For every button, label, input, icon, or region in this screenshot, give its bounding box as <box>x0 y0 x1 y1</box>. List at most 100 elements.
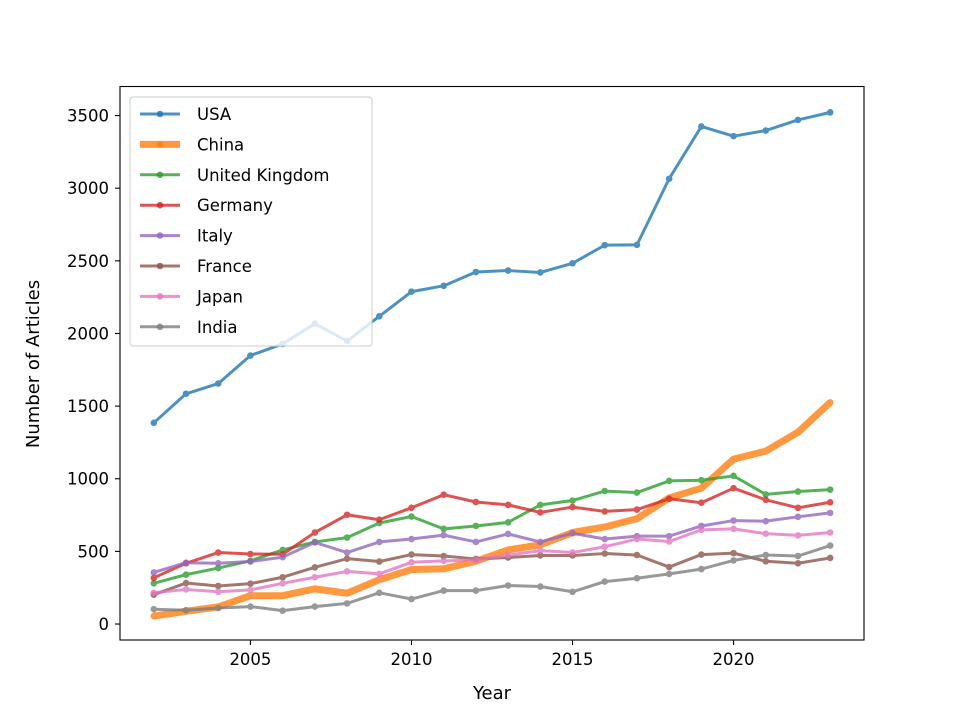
data-point-united-kingdom <box>440 525 447 533</box>
data-point-united-kingdom <box>794 488 802 495</box>
data-point-india <box>698 565 705 573</box>
data-point-japan <box>601 543 609 551</box>
data-point-usa <box>601 241 609 249</box>
data-point-united-kingdom <box>537 501 544 509</box>
data-point-germany <box>375 516 383 524</box>
legend-marker-china <box>156 141 164 148</box>
data-point-germany <box>633 506 641 513</box>
series-line-china <box>153 399 833 620</box>
data-point-germany <box>247 550 254 558</box>
data-point-france <box>408 551 415 558</box>
data-point-japan <box>794 532 802 539</box>
series-line-japan <box>153 527 831 595</box>
data-point-japan <box>247 586 254 594</box>
data-point-france <box>633 551 641 559</box>
data-point-united-kingdom <box>343 534 351 541</box>
data-point-france <box>311 564 319 571</box>
data-point-france <box>537 552 544 559</box>
data-point-usa <box>730 132 737 140</box>
data-point-japan <box>182 586 190 593</box>
series-line-india <box>153 544 831 613</box>
data-point-germany <box>826 498 834 506</box>
legend-label-italy: Italy <box>197 227 233 246</box>
data-point-france <box>247 580 254 587</box>
legend-entry-india: India <box>140 318 238 337</box>
legend-marker-united-kingdom <box>156 171 164 179</box>
y-tick-label: 2500 <box>67 252 109 271</box>
data-point-usa <box>569 260 576 267</box>
data-point-japan <box>504 551 512 559</box>
data-point-china <box>440 565 447 573</box>
data-point-china <box>375 576 383 584</box>
legend-marker-italy <box>156 232 164 239</box>
data-point-china <box>698 484 705 492</box>
data-point-india <box>375 589 383 597</box>
legend-label-india: India <box>197 318 238 337</box>
data-point-usa <box>794 116 802 124</box>
data-point-united-kingdom <box>504 519 512 526</box>
data-point-germany <box>150 574 158 582</box>
data-point-united-kingdom <box>472 522 480 530</box>
data-point-india <box>665 570 673 578</box>
data-point-france <box>182 579 190 587</box>
data-point-italy <box>794 513 802 521</box>
data-point-usa <box>150 419 158 427</box>
data-point-usa <box>440 282 447 290</box>
x-tick-label: 2010 <box>390 650 432 669</box>
data-point-india <box>633 574 641 582</box>
data-point-japan <box>537 547 544 554</box>
data-point-usa <box>408 288 415 295</box>
series-line-germany <box>153 486 831 580</box>
data-point-italy <box>665 532 673 540</box>
data-point-japan <box>698 526 705 534</box>
data-point-japan <box>665 538 673 545</box>
data-point-china <box>601 523 609 531</box>
data-point-italy <box>472 538 480 546</box>
data-point-germany <box>762 496 770 504</box>
data-point-italy <box>182 559 190 567</box>
data-point-united-kingdom <box>762 491 770 498</box>
legend-label-usa: USA <box>197 105 232 124</box>
data-point-france <box>214 582 222 590</box>
data-point-usa <box>537 269 544 276</box>
data-point-japan <box>440 557 447 565</box>
data-point-japan <box>472 556 480 564</box>
data-point-italy <box>762 517 770 525</box>
legend-marker-usa <box>156 110 164 118</box>
data-point-japan <box>730 525 737 533</box>
data-point-india <box>182 606 190 614</box>
data-point-united-kingdom <box>214 564 222 572</box>
y-tick-label: 2000 <box>67 324 109 343</box>
data-point-japan <box>408 558 415 566</box>
legend-entry-japan: Japan <box>140 287 243 306</box>
x-tick-label: 2020 <box>713 650 755 669</box>
data-point-usa <box>472 268 480 276</box>
data-point-italy <box>150 569 158 576</box>
data-point-japan <box>214 588 222 596</box>
data-point-germany <box>440 491 447 499</box>
data-point-japan <box>762 530 770 537</box>
data-point-china <box>730 455 737 463</box>
data-point-india <box>794 552 802 560</box>
series-italy <box>150 509 834 576</box>
data-point-germany <box>665 495 673 503</box>
legend-label-france: France <box>197 257 252 276</box>
data-point-united-kingdom <box>730 472 737 480</box>
legend-entry-italy: Italy <box>140 227 233 246</box>
data-point-usa <box>826 109 834 116</box>
legend-entry-china: China <box>140 135 244 154</box>
legend-entry-germany: Germany <box>140 196 273 215</box>
data-point-india <box>730 557 737 564</box>
data-point-japan <box>343 568 351 575</box>
data-point-china <box>343 589 351 597</box>
legend-marker-germany <box>156 201 164 209</box>
y-tick-label: 3000 <box>67 179 109 198</box>
data-point-china <box>247 592 254 599</box>
data-point-japan <box>150 589 158 597</box>
y-tick-label: 500 <box>78 542 110 561</box>
legend-label-china: China <box>197 135 244 154</box>
series-lines <box>150 109 834 620</box>
legend: USA China United Kingdom Germany Italy France… <box>129 96 373 347</box>
data-point-united-kingdom <box>182 571 190 578</box>
